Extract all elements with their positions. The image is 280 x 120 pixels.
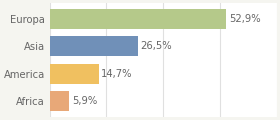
Bar xyxy=(50,91,69,111)
Bar xyxy=(50,9,226,29)
Bar xyxy=(50,64,99,84)
Text: 5,9%: 5,9% xyxy=(72,96,97,106)
Bar xyxy=(50,36,138,56)
Text: 52,9%: 52,9% xyxy=(229,14,260,24)
Text: 14,7%: 14,7% xyxy=(101,69,133,79)
Text: 26,5%: 26,5% xyxy=(141,41,172,51)
